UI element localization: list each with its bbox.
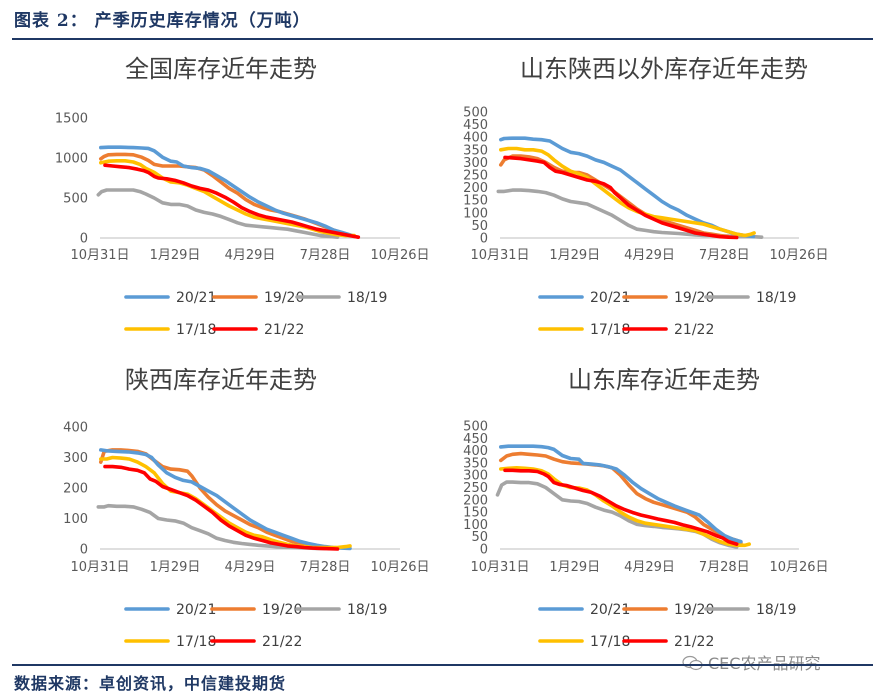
source-rule — [12, 664, 873, 666]
series-line-20-21 — [99, 448, 352, 551]
x-tick-label: 10月31日 — [70, 248, 129, 263]
y-tick-label: 100 — [463, 206, 488, 221]
y-tick-label: 500 — [463, 420, 488, 435]
legend-label-19-20: 19/20 — [674, 290, 714, 306]
y-tick-label: 100 — [63, 512, 88, 527]
y-tick-label: 500 — [463, 106, 488, 121]
y-tick-label: 300 — [463, 469, 488, 484]
legend-label-21-22: 21/22 — [674, 634, 714, 650]
series-line-21-22 — [103, 464, 340, 551]
series-line-19-20 — [499, 451, 743, 545]
y-tick-label: 0 — [80, 232, 88, 247]
legend-label-20-21: 20/21 — [176, 602, 216, 618]
chart-other-regions-inventory: 山东陕西以外库存近年走势 0501001502002503003504004505… — [463, 55, 828, 338]
legend-label-17-18: 17/18 — [590, 322, 630, 338]
x-tick-label: 10月26日 — [370, 560, 429, 575]
source-note: 数据来源：卓创资讯，中信建投期货 — [14, 674, 287, 693]
wechat-icon — [682, 655, 703, 671]
x-tick-label: 4月29日 — [225, 560, 276, 575]
chart-title: 山东陕西以外库存近年走势 — [520, 55, 808, 83]
x-tick-label: 1月29日 — [549, 248, 600, 263]
legend-label-21-22: 21/22 — [674, 322, 714, 338]
y-tick-label: 50 — [471, 530, 488, 545]
series-line-17-18 — [499, 466, 751, 548]
x-tick-label: 10月26日 — [769, 248, 828, 263]
legend-label-18-19: 18/19 — [347, 290, 387, 306]
y-tick-label: 1500 — [55, 112, 88, 127]
watermark: CEC农产品研究 — [682, 650, 820, 674]
x-tick-label: 4月29日 — [225, 248, 276, 263]
x-tick-label: 4月29日 — [624, 560, 675, 575]
x-tick-label: 1月29日 — [150, 248, 201, 263]
legend-label-20-21: 20/21 — [590, 290, 630, 306]
y-tick-label: 350 — [463, 456, 488, 471]
legend-label-17-18: 17/18 — [590, 634, 630, 650]
legend-label-19-20: 19/20 — [262, 602, 302, 618]
legend-label-17-18: 17/18 — [176, 322, 216, 338]
y-tick-label: 150 — [463, 506, 488, 521]
series-line-21-22 — [503, 155, 739, 240]
y-tick-label: 450 — [463, 118, 488, 133]
y-tick-label: 400 — [463, 444, 488, 459]
x-tick-label: 7月28日 — [699, 560, 750, 575]
series-line-19-20 — [99, 448, 336, 550]
legend-label-19-20: 19/20 — [674, 602, 714, 618]
legend-label-17-18: 17/18 — [176, 634, 216, 650]
x-tick-label: 7月28日 — [699, 248, 750, 263]
legend-label-18-19: 18/19 — [756, 602, 796, 618]
title-rule — [12, 38, 873, 40]
y-tick-label: 200 — [463, 181, 488, 196]
chart-national-inventory: 全国库存近年走势 0 500 1000 1500 10月31日 1月29日 4月29日 7月28… — [55, 55, 430, 338]
y-tick-label: 500 — [63, 192, 88, 207]
series-line-17-18 — [499, 146, 756, 238]
y-tick-label: 400 — [63, 421, 88, 436]
y-tick-label: 400 — [463, 131, 488, 146]
legend-label-21-22: 21/22 — [264, 322, 304, 338]
y-tick-label: 0 — [480, 232, 488, 247]
legend-label-20-21: 20/21 — [176, 290, 216, 306]
y-tick-label: 450 — [463, 432, 488, 447]
legend-label-18-19: 18/19 — [347, 602, 387, 618]
y-tick-label: 150 — [463, 194, 488, 209]
x-tick-label: 7月28日 — [300, 560, 351, 575]
y-tick-label: 100 — [463, 518, 488, 533]
x-tick-label: 7月28日 — [300, 248, 351, 263]
x-tick-label: 10月31日 — [470, 560, 529, 575]
series-line-20-21 — [99, 145, 356, 239]
y-tick-label: 300 — [63, 451, 88, 466]
legend-label-21-22: 21/22 — [262, 634, 302, 650]
y-tick-label: 200 — [463, 493, 488, 508]
y-tick-label: 200 — [63, 482, 88, 497]
y-tick-label: 1000 — [55, 152, 88, 167]
series-line-21-22 — [103, 163, 361, 239]
y-tick-label: 350 — [463, 143, 488, 158]
series-line-20-21 — [499, 444, 743, 544]
y-tick-label: 250 — [463, 169, 488, 184]
chart-shaanxi-inventory: 陕西库存近年走势 0 100 200 300 400 10月31日 1月29日 4月29日 7月2… — [63, 366, 429, 650]
figure-title: 图表 2： 产季历史库存情况（万吨） — [14, 11, 311, 31]
legend-label-19-20: 19/20 — [264, 290, 304, 306]
x-tick-label: 1月29日 — [150, 560, 201, 575]
chart-title: 陕西库存近年走势 — [125, 366, 317, 394]
y-tick-label: 0 — [80, 543, 88, 558]
y-tick-label: 50 — [471, 219, 488, 234]
legend-label-20-21: 20/21 — [590, 602, 630, 618]
y-tick-label: 300 — [463, 156, 488, 171]
x-tick-label: 10月26日 — [370, 248, 429, 263]
y-tick-label: 0 — [480, 543, 488, 558]
legend-label-18-19: 18/19 — [756, 290, 796, 306]
watermark-text: CEC农产品研究 — [708, 654, 820, 673]
chart-title: 全国库存近年走势 — [125, 55, 317, 83]
series-line-21-22 — [503, 468, 739, 546]
x-tick-label: 1月29日 — [549, 560, 600, 575]
series-line-20-21 — [499, 136, 756, 239]
chart-title: 山东库存近年走势 — [568, 366, 760, 394]
x-tick-label: 10月31日 — [70, 560, 129, 575]
x-tick-label: 10月26日 — [769, 560, 828, 575]
y-tick-label: 250 — [463, 481, 488, 496]
x-tick-label: 4月29日 — [624, 248, 675, 263]
x-tick-label: 10月31日 — [470, 248, 529, 263]
series-line-18-19 — [96, 188, 340, 239]
